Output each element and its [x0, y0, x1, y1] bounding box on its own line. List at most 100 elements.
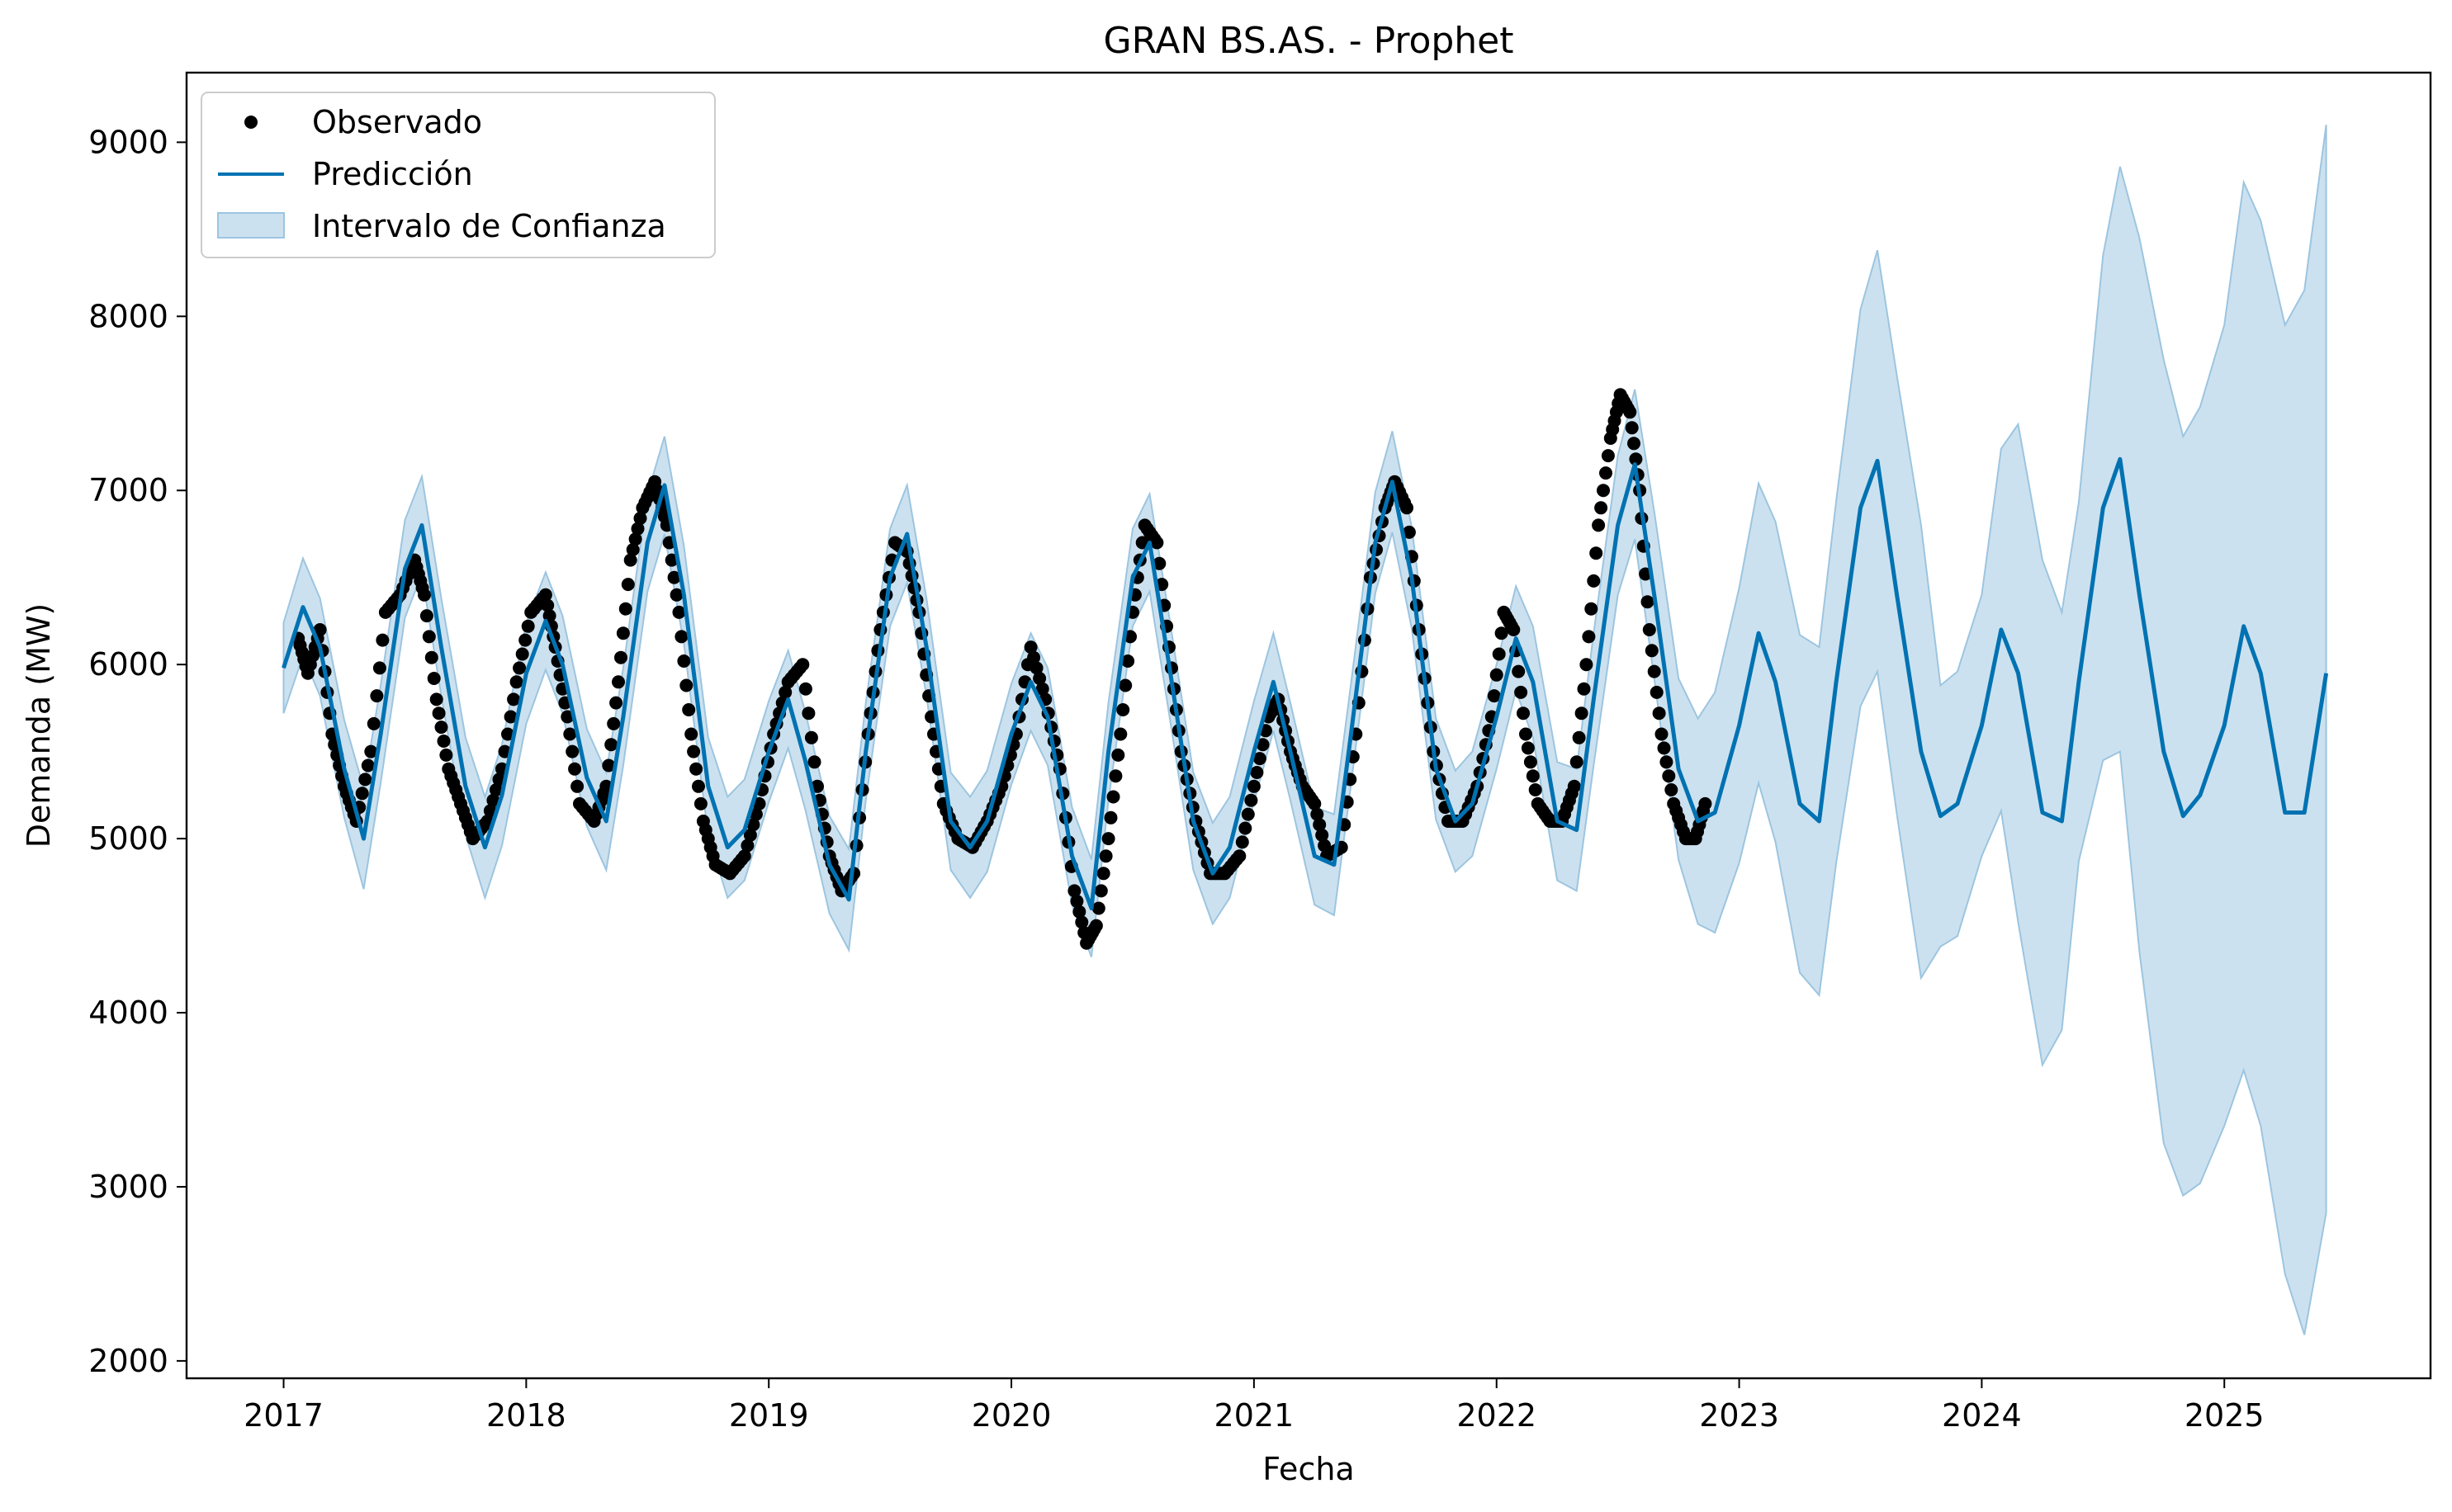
- observed-point: [1256, 738, 1270, 752]
- plot-frame: [185, 71, 2432, 1380]
- observed-point: [1589, 546, 1603, 560]
- observed-point: [538, 588, 552, 602]
- y-tick-label: 4000: [88, 995, 168, 1031]
- observed-point: [1492, 647, 1506, 661]
- observed-point: [684, 727, 698, 741]
- observed-point: [1104, 810, 1118, 825]
- observed-point: [687, 744, 701, 758]
- observed-point: [1647, 664, 1661, 678]
- observed-point: [1662, 769, 1676, 783]
- observed-point: [672, 605, 686, 619]
- observed-point: [358, 773, 372, 787]
- observed-point: [370, 689, 384, 703]
- observed-point: [779, 685, 793, 699]
- observed-point: [432, 706, 446, 721]
- observed-point: [1659, 755, 1673, 769]
- observed-point: [429, 692, 443, 706]
- observed-point: [1067, 884, 1082, 898]
- observed-point: [1597, 484, 1610, 498]
- observed-point: [749, 807, 763, 821]
- observed-point: [1075, 915, 1089, 929]
- observed-point: [568, 762, 582, 776]
- observed-point: [1587, 574, 1601, 588]
- observed-point: [513, 661, 527, 675]
- x-tick-label: 2019: [729, 1397, 809, 1434]
- y-axis-label: Demanda (MW): [21, 603, 57, 848]
- legend-interval-label: Intervalo de Confianza: [312, 208, 666, 244]
- observed-point: [563, 727, 577, 741]
- observed-point: [1652, 706, 1666, 721]
- observed-point: [1599, 466, 1612, 480]
- observed-point: [670, 588, 684, 602]
- observed-point: [1096, 867, 1110, 881]
- observed-point: [602, 758, 616, 773]
- x-tick-label: 2021: [1214, 1397, 1295, 1434]
- observed-point: [1400, 501, 1413, 515]
- observed-point: [1106, 790, 1120, 804]
- observed-point: [689, 762, 703, 776]
- observed-point: [1035, 682, 1049, 696]
- chart-title: GRAN BS.AS. - Prophet: [1103, 20, 1513, 62]
- y-tick-label: 6000: [88, 646, 168, 683]
- observed-point: [1567, 779, 1581, 793]
- observed-point: [1654, 727, 1669, 741]
- observed-point: [1072, 905, 1086, 919]
- x-tick-label: 2023: [1699, 1397, 1779, 1434]
- observed-point: [796, 658, 810, 672]
- observed-point: [607, 716, 621, 730]
- observed-point: [1308, 796, 1322, 810]
- observed-point: [798, 682, 812, 696]
- observed-point: [1528, 783, 1542, 796]
- observed-point: [1101, 832, 1115, 846]
- observed-point: [741, 839, 755, 853]
- observed-point: [1114, 727, 1128, 741]
- observed-point: [631, 522, 645, 536]
- observed-point: [1574, 706, 1588, 721]
- observed-point: [621, 578, 635, 592]
- observed-point: [1119, 678, 1133, 692]
- observed-point: [361, 758, 375, 773]
- observed-point: [1030, 661, 1044, 675]
- observed-point: [437, 735, 451, 748]
- observed-point: [618, 602, 632, 616]
- observed-point: [1238, 821, 1252, 835]
- observed-point: [570, 779, 585, 793]
- observed-point: [1121, 654, 1135, 668]
- observed-point: [424, 650, 438, 664]
- observed-point: [541, 598, 555, 612]
- observed-point: [1519, 727, 1532, 741]
- y-tick-label: 9000: [88, 124, 168, 160]
- y-tick-label: 3000: [88, 1169, 168, 1205]
- observed-point: [737, 849, 751, 863]
- prediction-line: [282, 456, 2329, 910]
- observed-point: [566, 744, 580, 758]
- observed-point: [604, 738, 618, 752]
- observed-point: [372, 661, 386, 675]
- observed-point: [501, 727, 514, 741]
- y-tick-label: 5000: [88, 820, 168, 857]
- observed-point: [376, 633, 390, 647]
- observed-point: [355, 787, 369, 801]
- observed-point: [1111, 748, 1125, 762]
- observed-point: [1698, 796, 1712, 810]
- observed-point: [807, 755, 821, 769]
- observed-point: [682, 703, 696, 716]
- observed-point: [1241, 807, 1255, 821]
- observed-point: [1250, 766, 1264, 779]
- observed-point: [419, 609, 433, 623]
- observed-point: [1625, 421, 1639, 435]
- observed-point: [1627, 437, 1640, 451]
- observed-point: [633, 512, 647, 525]
- y-tick-label: 7000: [88, 472, 168, 508]
- y-axis: 2000 3000 4000 5000 6000 7000 8000 9000: [88, 124, 187, 1379]
- observed-point: [1233, 849, 1247, 863]
- observed-point: [1629, 452, 1643, 466]
- observed-point: [1033, 672, 1047, 685]
- observed-point: [623, 553, 637, 567]
- observed-point: [1315, 828, 1329, 842]
- observed-point: [1116, 703, 1130, 716]
- x-tick-label: 2018: [486, 1397, 566, 1434]
- observed-point: [1310, 807, 1324, 821]
- observed-point: [486, 793, 500, 807]
